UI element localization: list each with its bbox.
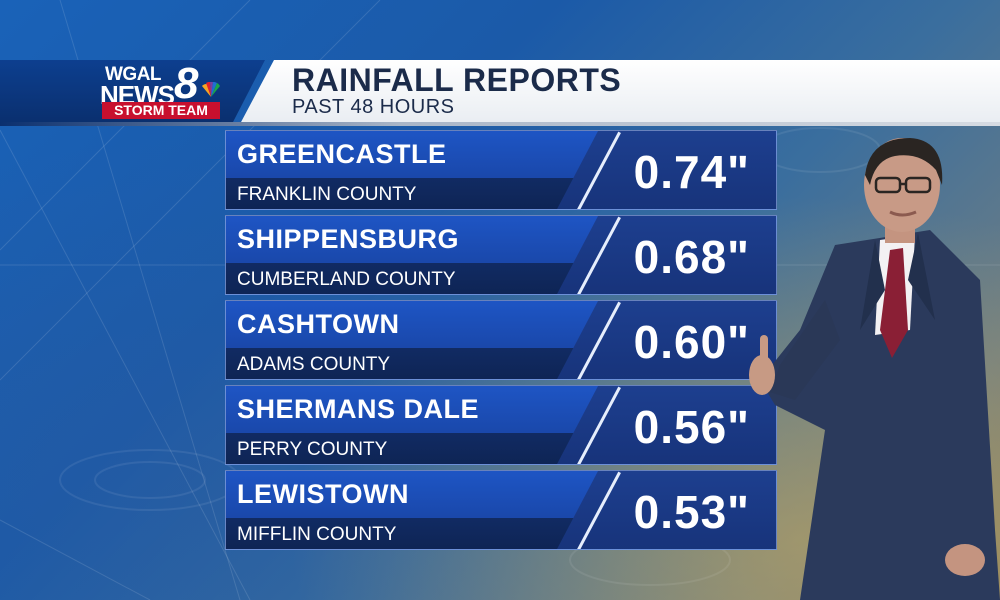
- value-band: [556, 386, 776, 464]
- presenter-figure: [749, 138, 1000, 600]
- rainfall-amount: 0.53": [633, 486, 750, 538]
- page-subtitle: PAST 48 HOURS: [292, 96, 455, 118]
- county-band: [226, 178, 596, 209]
- rainfall-list: GREENCASTLE FRANKLIN COUNTY 0.74" SHIPPE…: [225, 130, 777, 555]
- rainfall-amount: 0.60": [633, 316, 750, 368]
- city-name: CASHTOWN: [237, 309, 400, 339]
- rainfall-amount: 0.74": [633, 146, 750, 198]
- value-band: [556, 301, 776, 379]
- county-band: [226, 433, 596, 464]
- logo-channel-number: 8: [174, 59, 199, 108]
- county-name: ADAMS COUNTY: [237, 354, 391, 375]
- rainfall-row: GREENCASTLE FRANKLIN COUNTY 0.74": [225, 130, 777, 210]
- logo-call-letters: WGAL: [105, 64, 162, 85]
- city-name: SHERMANS DALE: [237, 394, 480, 424]
- rainfall-row: LEWISTOWN MIFFLIN COUNTY 0.53": [225, 470, 777, 550]
- station-logo: WGAL NEWS 8 STORM TEAM: [0, 60, 265, 124]
- title-panel: RAINFALL REPORTS PAST 48 HOURS: [240, 60, 1000, 124]
- value-band: [556, 216, 776, 294]
- value-band: [556, 471, 776, 549]
- city-name: LEWISTOWN: [237, 479, 409, 509]
- county-name: PERRY COUNTY: [237, 439, 388, 460]
- value-band: [556, 131, 776, 209]
- county-name: MIFFLIN COUNTY: [237, 524, 397, 545]
- city-name: SHIPPENSBURG: [237, 224, 460, 254]
- county-band: [226, 263, 596, 294]
- rainfall-amount: 0.56": [633, 401, 750, 453]
- rainfall-row: CASHTOWN ADAMS COUNTY 0.60": [225, 300, 777, 380]
- city-name: GREENCASTLE: [237, 139, 447, 169]
- header-accent-line: [0, 122, 1000, 126]
- county-band: [226, 348, 596, 379]
- page-title: RAINFALL REPORTS: [292, 62, 622, 98]
- peacock-icon: [202, 82, 220, 97]
- county-name: FRANKLIN COUNTY: [237, 184, 417, 205]
- county-band: [226, 518, 596, 549]
- storm-team-badge: STORM TEAM: [102, 102, 220, 119]
- rainfall-amount: 0.68": [633, 231, 750, 283]
- header-banner: WGAL NEWS 8 STORM TEAM RAINFALL REPORTS …: [0, 60, 1000, 124]
- rainfall-row: SHERMANS DALE PERRY COUNTY 0.56": [225, 385, 777, 465]
- rainfall-row: SHIPPENSBURG CUMBERLAND COUNTY 0.68": [225, 215, 777, 295]
- county-name: CUMBERLAND COUNTY: [237, 269, 456, 290]
